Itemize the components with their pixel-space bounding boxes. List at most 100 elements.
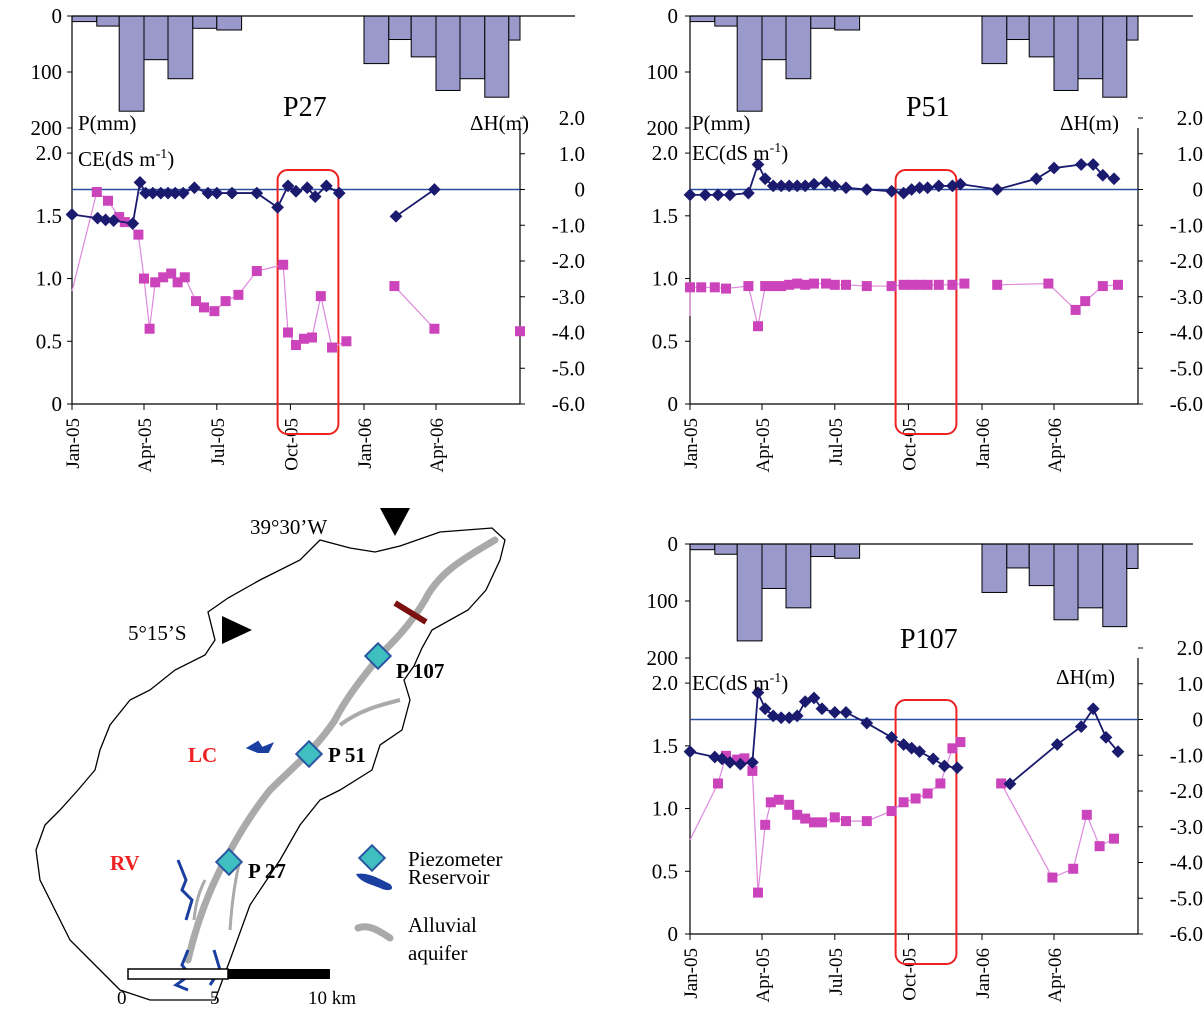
ec-point <box>1109 833 1119 844</box>
head-point <box>1074 158 1088 171</box>
precip-tick-label: 0 <box>668 532 679 556</box>
precip-bar <box>1077 543 1104 609</box>
ec-point <box>721 283 731 294</box>
scale-tick-label: 5 <box>210 988 220 1009</box>
dh-tick-label: 1.0 <box>1177 142 1203 166</box>
ec-tick-label: 1.5 <box>652 204 678 228</box>
ec-point <box>809 817 819 828</box>
precip-bar <box>1053 15 1079 91</box>
ec-tick-label: 2.0 <box>652 141 678 165</box>
ec-point <box>1068 863 1079 874</box>
precip-bar <box>1006 15 1030 41</box>
precip-bar <box>435 15 461 91</box>
head-point <box>176 186 190 200</box>
ec-point <box>821 278 831 289</box>
chart-title: P51 <box>906 92 950 123</box>
legend-aquifer-label-2: aquifer <box>408 941 467 965</box>
precip-bar <box>1126 15 1139 41</box>
head-point <box>1086 702 1100 716</box>
ec-point <box>199 302 209 313</box>
head-point <box>107 214 120 227</box>
ec-point <box>191 296 201 307</box>
ec-point <box>389 281 400 292</box>
precip-bar <box>736 543 763 642</box>
dh-tick-label: 2.0 <box>559 106 585 130</box>
ec-point <box>933 279 944 290</box>
precip-bar <box>1126 543 1139 570</box>
precip-bar <box>714 15 738 27</box>
map-legend: Piezometer Reservoir Alluvial aquifer <box>354 843 502 965</box>
head-point <box>320 179 333 193</box>
ec-point <box>1070 304 1081 315</box>
ec-point <box>429 323 440 334</box>
scale-tick-label: 10 km <box>308 988 356 1009</box>
date-tick-label: Jan-05 <box>681 948 702 999</box>
date-tick-label: Jul-05 <box>826 948 847 996</box>
ec-point <box>278 259 289 270</box>
date-tick-label: Oct-05 <box>899 418 920 471</box>
ec-point <box>713 778 723 789</box>
ec-point <box>144 323 155 334</box>
chart-p27: 0 100 200 0 0.5 1.0 1.5 2.0 2.0 1.0 0 -1.0 -2.0 -3.0 -… <box>31 4 586 473</box>
ec-series-line <box>72 192 520 348</box>
ec-point <box>784 799 795 810</box>
piezometer-p51: P 51 <box>294 739 366 769</box>
ec-axis-label-sup: -1 <box>770 671 782 686</box>
head-point <box>161 186 175 200</box>
ec-point <box>898 797 909 808</box>
head-point <box>210 186 224 200</box>
ec-axis-label-end: ) <box>781 671 788 695</box>
head-point <box>926 752 940 766</box>
precip-axis-label: P(mm) <box>692 111 750 135</box>
dh-tick-label: -4.0 <box>1170 851 1203 875</box>
ec-tick-label: 1.0 <box>36 267 62 291</box>
head-point <box>860 183 874 196</box>
chart-title: P27 <box>283 92 327 123</box>
ec-point <box>906 279 917 290</box>
ec-point <box>150 277 161 288</box>
scale-tick-label: 0 <box>117 988 127 1009</box>
dh-tick-label: 2.0 <box>1177 636 1203 660</box>
precip-bar <box>761 543 787 589</box>
precip-bar <box>1102 15 1128 98</box>
dh-tick-label: -6.0 <box>1170 392 1203 416</box>
ec-point <box>914 279 925 290</box>
precip-bar <box>810 15 836 29</box>
head-point <box>711 188 725 202</box>
dh-tick-label: -3.0 <box>1170 285 1203 309</box>
ec-point <box>1081 809 1092 820</box>
ec-point <box>747 765 758 776</box>
precip-tick-label: 100 <box>647 589 679 613</box>
dh-axis-label: ΔH(m) <box>1060 111 1119 135</box>
ec-point <box>800 279 811 290</box>
dh-tick-label: 0 <box>575 178 586 202</box>
head-point <box>201 186 215 200</box>
precip-bar <box>714 543 738 555</box>
piezometer-icon <box>363 641 393 671</box>
region-label-lc: LC <box>188 743 217 767</box>
dh-tick-label: -2.0 <box>1170 249 1203 273</box>
head-point <box>938 759 951 773</box>
precip-bar <box>834 543 861 559</box>
ec-series-line <box>689 282 1119 327</box>
precip-bar <box>410 15 437 58</box>
ec-tick-label: 1.5 <box>652 734 678 758</box>
precip-bar <box>216 15 243 31</box>
head-point <box>139 186 152 200</box>
precip-bar <box>1006 543 1030 569</box>
head-point <box>289 184 303 198</box>
dh-tick-label: -2.0 <box>1170 779 1203 803</box>
date-tick-label: Jul-05 <box>826 418 847 466</box>
date-tick-label: Apr-05 <box>753 418 774 473</box>
ec-point <box>114 212 125 223</box>
ec-point <box>947 279 958 290</box>
reservoir <box>176 859 194 921</box>
head-point <box>1074 720 1088 734</box>
ec-point <box>220 296 231 307</box>
ec-axis-label: EC(dS m-1) <box>692 671 788 695</box>
ec-point <box>922 279 933 290</box>
precip-bar <box>1028 543 1055 587</box>
precip-bar <box>71 15 98 23</box>
ec-point <box>861 816 872 827</box>
chart-p107: 0 100 200 0 0.5 1.0 1.5 2.0 2.0 1.0 0 -1.0 -2.0 -3.0 -… <box>647 532 1203 1003</box>
